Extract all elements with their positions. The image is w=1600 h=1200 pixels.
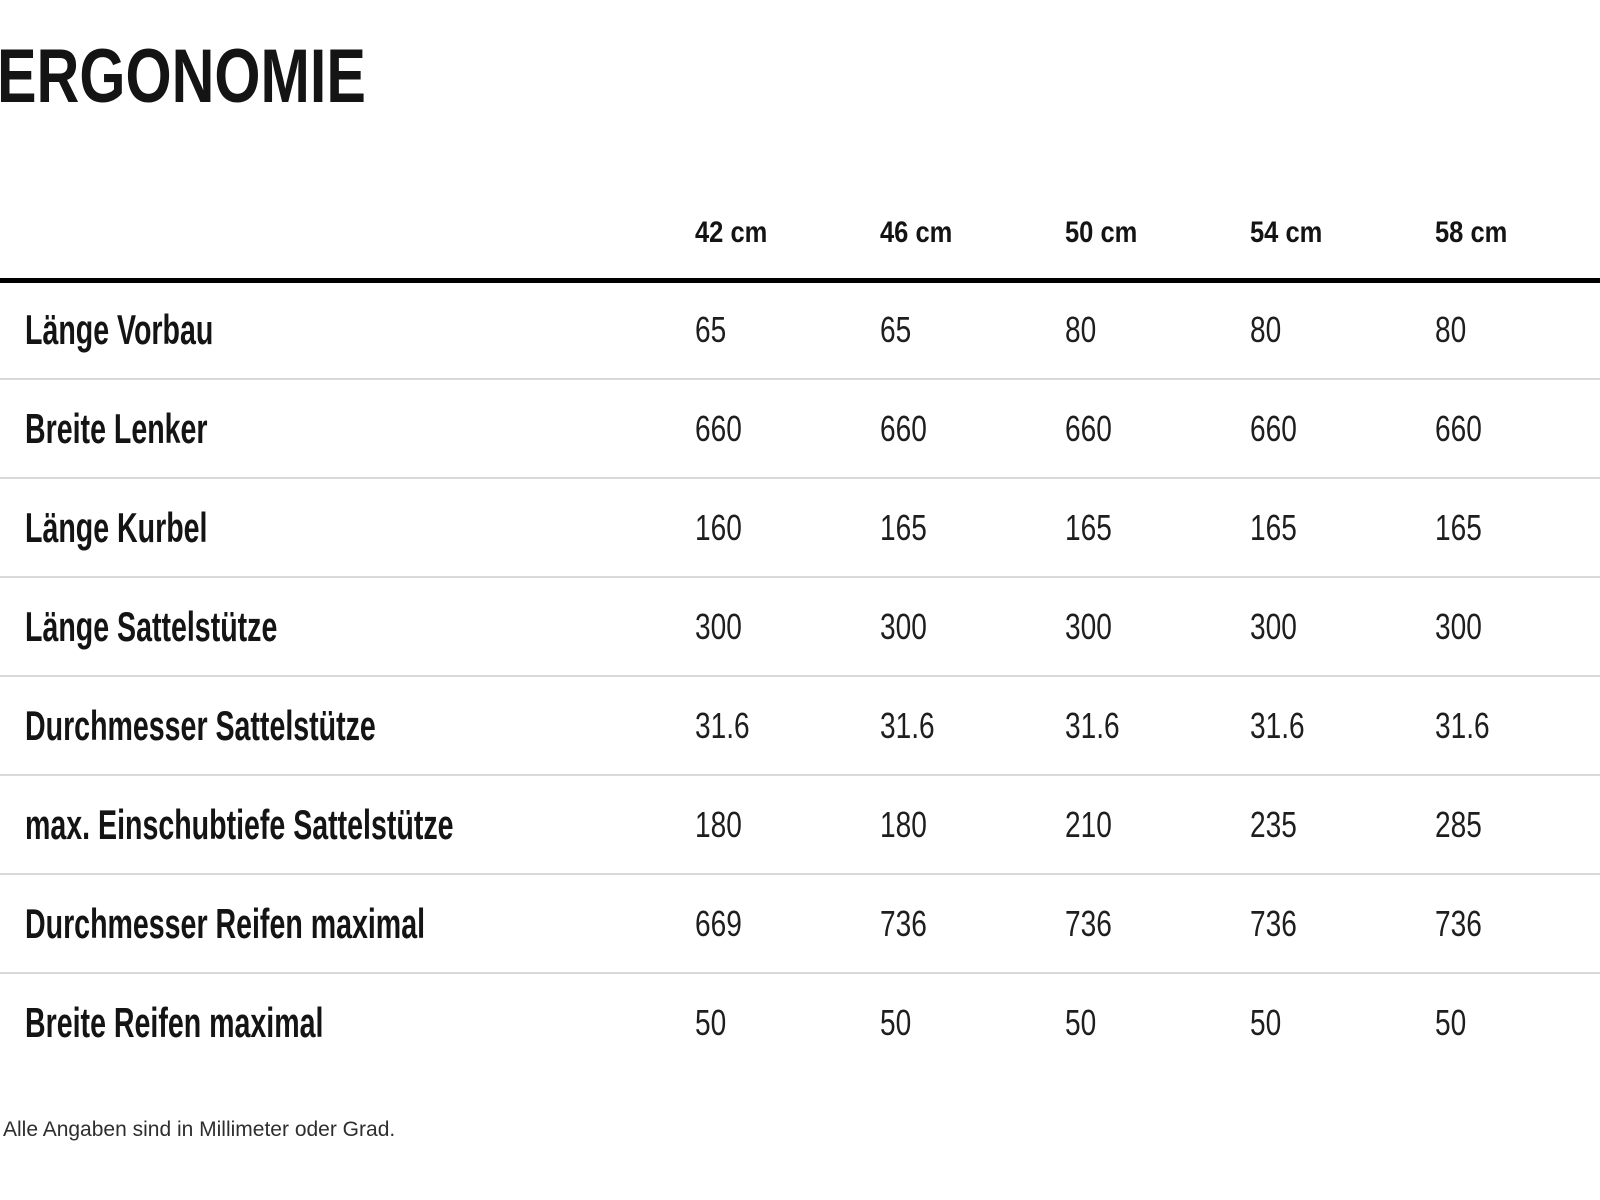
spec-value: 165 bbox=[1065, 478, 1250, 578]
spec-value: 660 bbox=[1250, 379, 1435, 479]
spec-label: Länge Sattelstütze bbox=[0, 577, 695, 677]
spec-value: 736 bbox=[1065, 874, 1250, 974]
spec-value: 235 bbox=[1250, 775, 1435, 875]
size-column-header-58: 58 cm bbox=[1435, 165, 1600, 283]
size-column-header-50: 50 cm bbox=[1065, 165, 1250, 283]
spec-value: 180 bbox=[695, 775, 880, 875]
spec-value: 80 bbox=[1435, 280, 1600, 380]
header-spacer-cell bbox=[0, 165, 695, 283]
spec-label: Durchmesser Reifen maximal bbox=[0, 874, 695, 974]
spec-label: Länge Vorbau bbox=[0, 280, 695, 380]
spec-value: 660 bbox=[1065, 379, 1250, 479]
ergonomics-table: 42 cm 46 cm 50 cm 54 cm 58 cm Länge Vorb… bbox=[0, 165, 1600, 1072]
spec-value: 50 bbox=[880, 1002, 912, 1043]
spec-value: 210 bbox=[1065, 775, 1250, 875]
page-title: ERGONOMIE bbox=[0, 39, 1600, 115]
spec-label: Breite Reifen maximal bbox=[25, 999, 324, 1046]
spec-value: 660 bbox=[695, 379, 880, 479]
spec-value: 50 bbox=[1250, 1002, 1282, 1043]
spec-row-breite-lenker: Breite Lenker 660 660 660 660 660 bbox=[0, 379, 1600, 479]
spec-value: 660 bbox=[880, 379, 1065, 479]
spec-value: 669 bbox=[695, 874, 880, 974]
spec-value: 31.6 bbox=[1065, 676, 1250, 776]
spec-row-laenge-sattelstuetze: Länge Sattelstütze 300 300 300 300 300 bbox=[0, 577, 1600, 677]
spec-row-durchmesser-sattelstuetze: Durchmesser Sattelstütze 31.6 31.6 31.6 … bbox=[0, 676, 1600, 776]
spec-row-breite-reifen: Breite Reifen maximal 50 50 50 50 50 bbox=[0, 973, 1600, 1072]
spec-value: 50 bbox=[695, 1002, 727, 1043]
spec-row-laenge-vorbau: Länge Vorbau 65 65 80 80 80 bbox=[0, 280, 1600, 380]
spec-value: 160 bbox=[695, 478, 880, 578]
spec-value: 300 bbox=[1435, 577, 1600, 677]
spec-label: Durchmesser Sattelstütze bbox=[0, 676, 695, 776]
spec-label: max. Einschubtiefe Sattelstütze bbox=[0, 775, 695, 875]
spec-value: 285 bbox=[1435, 775, 1600, 875]
spec-value: 80 bbox=[1065, 280, 1250, 380]
spec-value: 300 bbox=[1250, 577, 1435, 677]
spec-value: 31.6 bbox=[880, 676, 1065, 776]
spec-value: 80 bbox=[1250, 280, 1435, 380]
spec-value: 180 bbox=[880, 775, 1065, 875]
units-footnote: Alle Angaben sind in Millimeter oder Gra… bbox=[3, 1118, 396, 1141]
spec-value: 50 bbox=[1065, 1002, 1097, 1043]
spec-label: Länge Kurbel bbox=[0, 478, 695, 578]
spec-value: 65 bbox=[695, 280, 880, 380]
size-column-header-46: 46 cm bbox=[880, 165, 1065, 283]
spec-value: 736 bbox=[1250, 874, 1435, 974]
spec-value: 300 bbox=[880, 577, 1065, 677]
spec-label: Breite Lenker bbox=[0, 379, 695, 479]
spec-value: 31.6 bbox=[1435, 676, 1600, 776]
spec-row-durchmesser-reifen: Durchmesser Reifen maximal 669 736 736 7… bbox=[0, 874, 1600, 974]
spec-value: 31.6 bbox=[1250, 676, 1435, 776]
spec-value: 660 bbox=[1435, 379, 1600, 479]
spec-value: 165 bbox=[880, 478, 1065, 578]
spec-value: 736 bbox=[880, 874, 1065, 974]
size-header-row: 42 cm 46 cm 50 cm 54 cm 58 cm bbox=[0, 165, 1600, 283]
spec-row-max-einschubtiefe: max. Einschubtiefe Sattelstütze 180 180 … bbox=[0, 775, 1600, 875]
size-column-header-42: 42 cm bbox=[695, 165, 880, 283]
spec-value: 50 bbox=[1435, 1002, 1467, 1043]
spec-value: 300 bbox=[1065, 577, 1250, 677]
spec-value: 736 bbox=[1435, 874, 1600, 974]
size-column-header-54: 54 cm bbox=[1250, 165, 1435, 283]
spec-row-laenge-kurbel: Länge Kurbel 160 165 165 165 165 bbox=[0, 478, 1600, 578]
spec-value: 31.6 bbox=[695, 676, 880, 776]
spec-value: 165 bbox=[1250, 478, 1435, 578]
spec-value: 300 bbox=[695, 577, 880, 677]
spec-value: 65 bbox=[880, 280, 1065, 380]
spec-value: 165 bbox=[1435, 478, 1600, 578]
page-title-text: ERGONOMIE bbox=[0, 34, 366, 119]
